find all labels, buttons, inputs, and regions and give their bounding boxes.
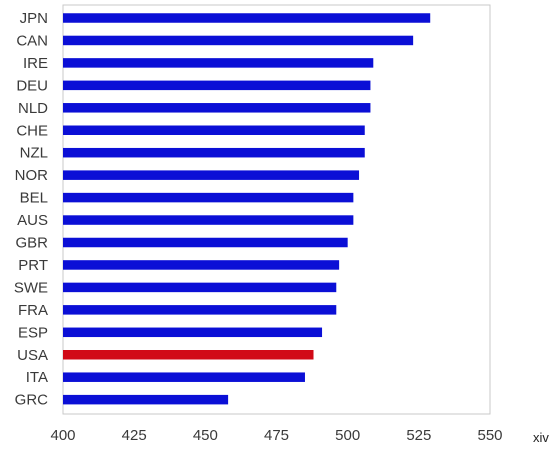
x-axis-tick-labels: 400 425 450 475 500 525 550 xyxy=(50,427,502,444)
plot-area-border xyxy=(62,4,491,415)
category-label-fra: FRA xyxy=(18,302,48,319)
category-label-ita: ITA xyxy=(26,369,48,386)
category-label-nor: NOR xyxy=(15,167,49,184)
x-tick-label-525: 525 xyxy=(406,427,431,444)
category-label-can: CAN xyxy=(16,32,48,49)
category-label-che: CHE xyxy=(16,122,48,139)
category-label-aus: AUS xyxy=(17,212,48,229)
bar-bel xyxy=(63,192,354,203)
category-label-grc: GRC xyxy=(15,392,49,409)
x-tick-label-475: 475 xyxy=(264,427,289,444)
x-tick-label-500: 500 xyxy=(335,427,360,444)
category-labels: JPN CAN IRE DEU NLD CHE NZL NOR BEL AUS GBR PRT SWE F… xyxy=(14,10,48,409)
bar-nor xyxy=(63,170,360,180)
bar-swe xyxy=(63,282,337,293)
bar-prt xyxy=(63,260,340,270)
bar-usa xyxy=(63,350,314,360)
bar-nld xyxy=(63,103,371,113)
category-label-nld: NLD xyxy=(18,100,48,117)
category-label-gbr: GBR xyxy=(15,235,48,252)
bar-gbr xyxy=(63,237,348,248)
category-label-jpn: JPN xyxy=(20,10,48,27)
bar-che xyxy=(63,125,365,135)
bar-deu xyxy=(63,80,371,91)
x-tick-label-450: 450 xyxy=(193,427,218,444)
bar-jpn xyxy=(63,13,431,23)
bar-esp xyxy=(63,327,323,338)
category-label-esp: ESP xyxy=(18,324,48,341)
category-label-nzl: NZL xyxy=(20,145,48,162)
x-tick-label-400: 400 xyxy=(50,427,75,444)
bar-ire xyxy=(63,58,374,68)
x-tick-label-550: 550 xyxy=(477,427,502,444)
bar-nzl xyxy=(63,147,365,158)
category-label-swe: SWE xyxy=(14,279,48,296)
bar-ita xyxy=(63,372,305,382)
bar-fra xyxy=(63,305,337,315)
category-label-bel: BEL xyxy=(20,190,48,207)
category-label-ire: IRE xyxy=(23,55,48,72)
category-label-deu: DEU xyxy=(16,77,48,94)
x-tick-label-425: 425 xyxy=(122,427,147,444)
bar-grc xyxy=(63,394,229,405)
bar-aus xyxy=(63,215,354,225)
category-label-usa: USA xyxy=(17,347,48,364)
footnote-marker: xiv xyxy=(533,430,549,445)
bars-group xyxy=(63,13,431,405)
bar-can xyxy=(63,35,414,46)
category-label-prt: PRT xyxy=(18,257,48,274)
